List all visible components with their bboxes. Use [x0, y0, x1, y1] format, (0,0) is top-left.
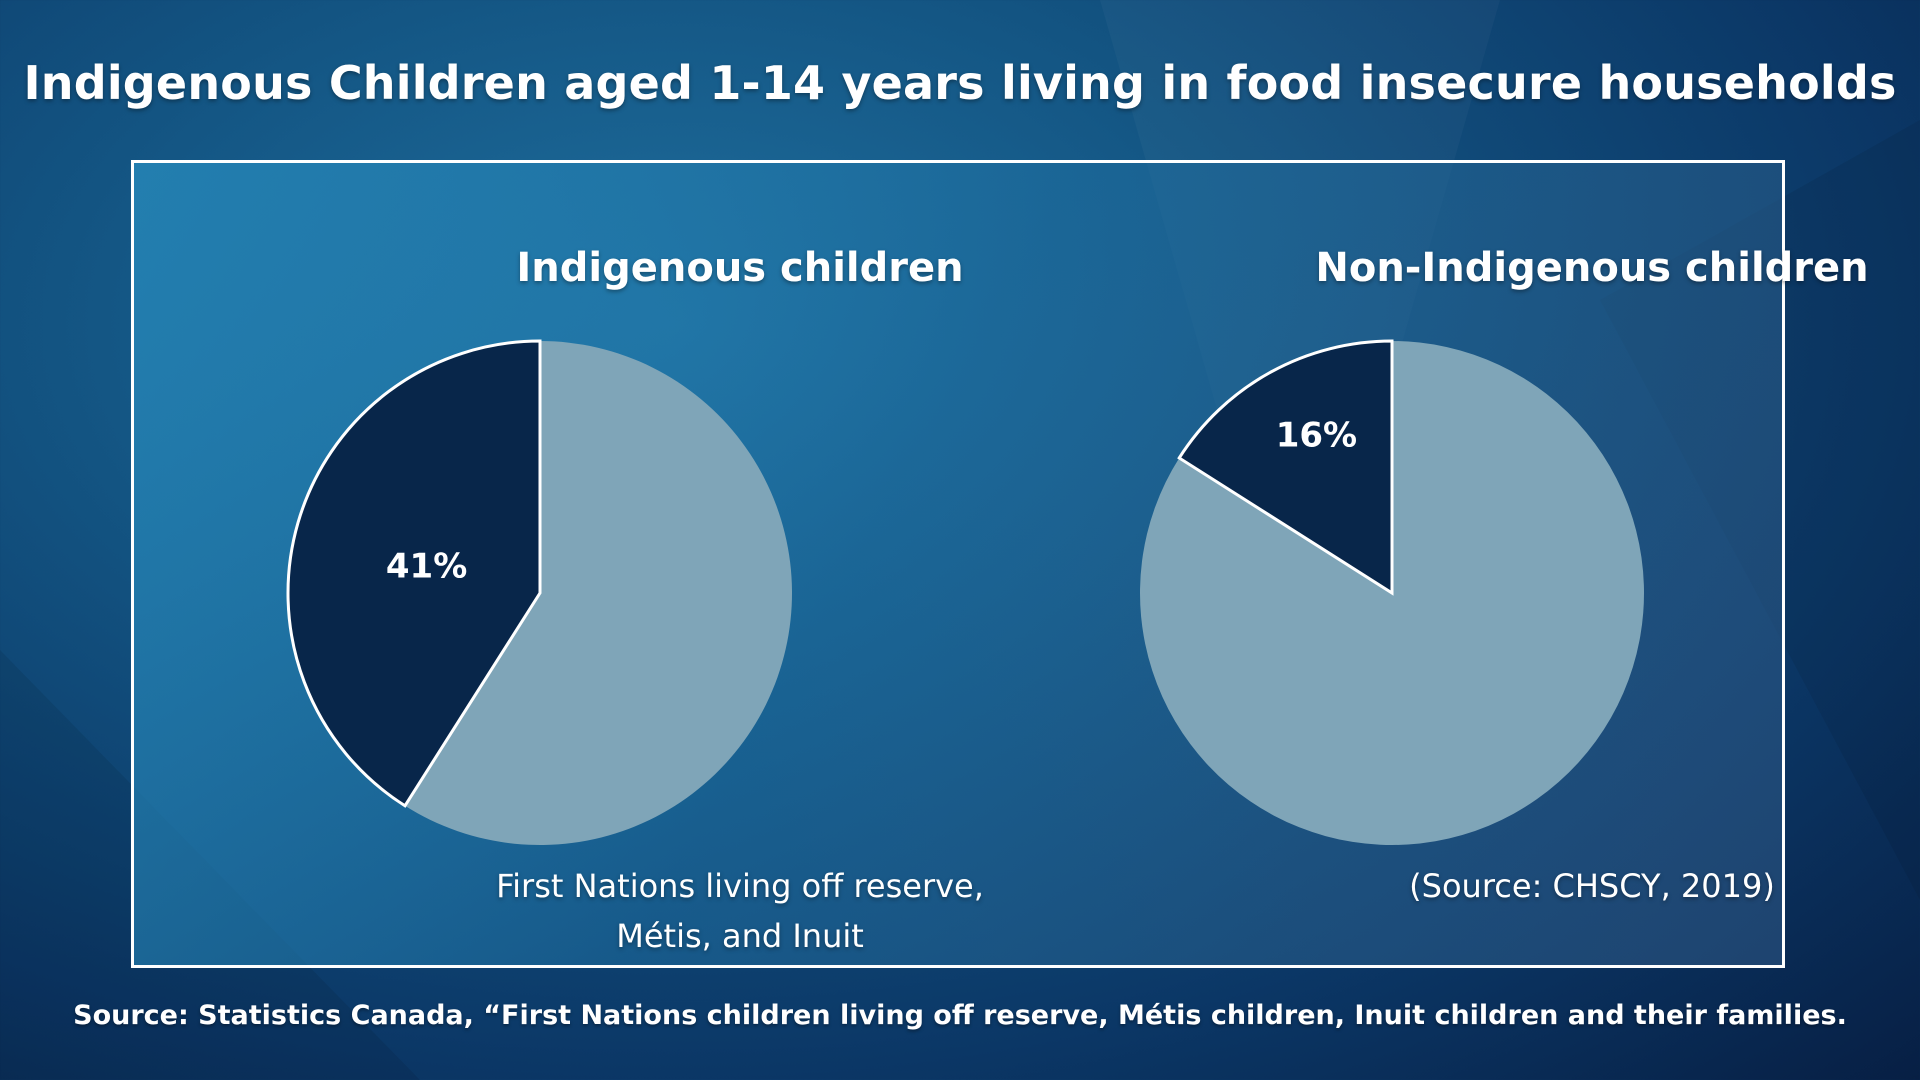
pie-1-slice-2: [404, 341, 792, 845]
pie-1-caption: First Nations living off reserve, Métis,…: [390, 861, 1090, 961]
pie-1-caption-line2: Métis, and Inuit: [616, 917, 864, 955]
page-title: Indigenous Children aged 1-14 years livi…: [23, 56, 1897, 110]
chart-panel: 41% 16% Indigenous children First Nations…: [131, 160, 1869, 968]
pie-1-slice-1: [286, 339, 542, 808]
pie-1-title: Indigenous children: [516, 245, 964, 291]
source-footnote: Source: Statistics Canada, “First Nation…: [73, 1000, 1847, 1031]
pie-2-slice-1: [1177, 339, 1394, 596]
pie-charts: 41% 16%: [286, 339, 1644, 845]
pie-2-caption-line1: (Source: CHSCY, 2019): [1409, 867, 1775, 905]
pie-1-caption-line1: First Nations living off reserve,: [496, 867, 984, 905]
pie-2-title: Non-Indigenous children: [1315, 245, 1869, 291]
pie-2-caption: (Source: CHSCY, 2019): [1242, 861, 1920, 911]
pie-1-slice-1-label: 41%: [386, 546, 467, 586]
pie-2-slice-1-label: 16%: [1276, 415, 1357, 455]
